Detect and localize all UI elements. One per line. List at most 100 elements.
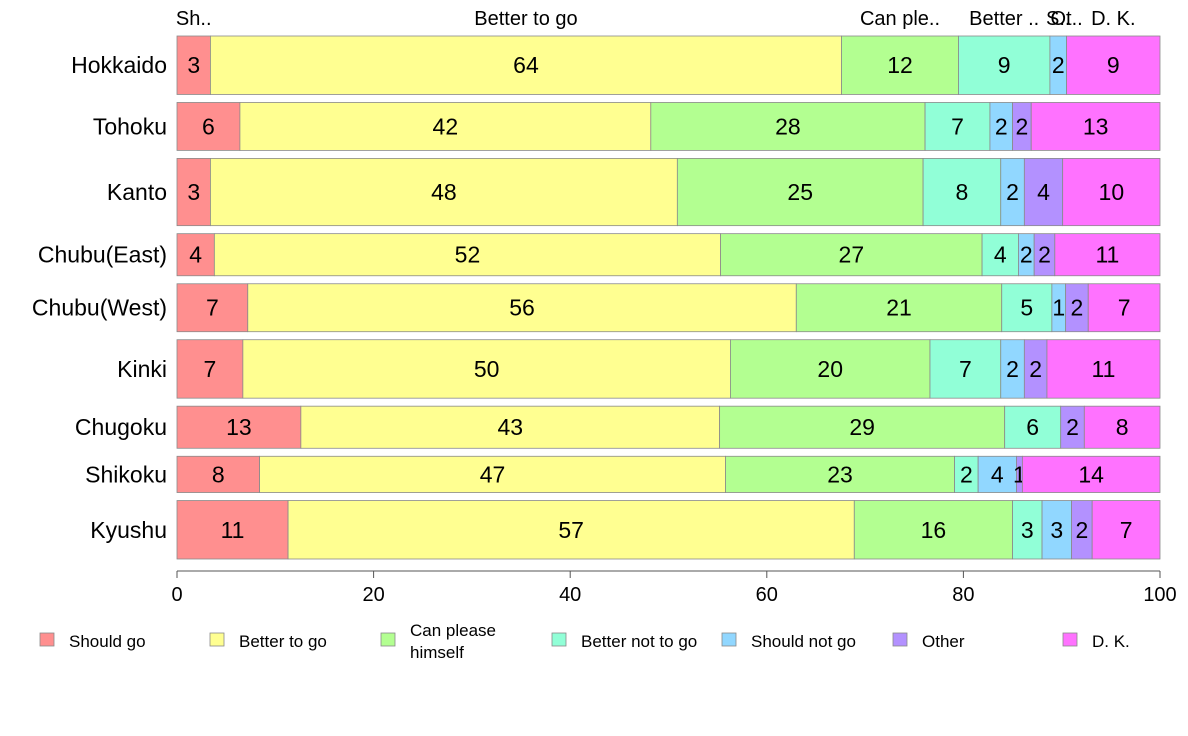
bar-row: 4 52 27 4 2 2 11 <box>176 233 1161 277</box>
legend-swatch <box>892 632 908 647</box>
top-series-label: Better to go <box>474 8 577 30</box>
category-label: Chubu(East) <box>38 242 167 268</box>
data-label: 64 <box>513 52 539 78</box>
bar-segment <box>1091 500 1161 560</box>
data-label: 2 <box>960 461 973 487</box>
data-label: 11 <box>1092 356 1116 382</box>
data-label: 8 <box>212 461 225 487</box>
bar-row: 11 57 16 3 3 2 7 <box>176 500 1161 560</box>
data-label: 2 <box>1052 52 1065 78</box>
x-tick-label: 20 <box>362 584 384 606</box>
legend-label-line2: himself <box>410 643 464 662</box>
bar-row: 8 47 23 2 4 1 14 <box>176 455 1161 493</box>
bar-row: 3 64 12 9 2 9 <box>176 35 1161 95</box>
bar-row: 3 48 25 8 2 4 10 <box>176 158 1161 227</box>
legend-item: D. K. <box>1062 632 1130 651</box>
data-label: 2 <box>1006 179 1019 205</box>
bar-segment <box>247 283 797 333</box>
bar-segment <box>719 405 1006 449</box>
bar-segment <box>176 339 244 399</box>
bar-segment <box>1066 35 1161 95</box>
data-label: 12 <box>887 52 913 78</box>
data-label: 16 <box>921 517 947 543</box>
data-label: 2 <box>1020 242 1033 268</box>
data-label: 10 <box>1099 179 1125 205</box>
data-label: 43 <box>497 414 523 440</box>
top-series-label: S.. <box>1046 8 1070 30</box>
data-label: 28 <box>775 113 801 139</box>
legend-label: Better to go <box>239 632 327 651</box>
legend: Should go Better to go Can please himself Be… <box>39 621 1130 662</box>
category-label: Kinki <box>117 356 167 382</box>
bar-segment <box>176 405 302 449</box>
bar-segment <box>300 405 721 449</box>
category-label: Tohoku <box>93 113 167 139</box>
legend-item: Should go <box>39 632 146 651</box>
data-label: 4 <box>1037 179 1050 205</box>
data-label: 2 <box>1071 295 1084 321</box>
bar-segment <box>922 158 1002 227</box>
bar-segment <box>1001 283 1053 333</box>
data-label: 3 <box>1021 517 1034 543</box>
data-label: 7 <box>1120 517 1133 543</box>
data-label: 13 <box>226 414 252 440</box>
data-label: 8 <box>1116 414 1129 440</box>
data-label: 20 <box>817 356 843 382</box>
category-label: Kanto <box>107 179 167 205</box>
bar-segment <box>981 233 1019 277</box>
legend-item: Should not go <box>721 632 856 651</box>
data-label: 4 <box>991 461 1004 487</box>
top-series-label: Ot.. <box>1050 8 1082 30</box>
top-series-label: Sh.. <box>176 8 212 30</box>
data-label: 27 <box>839 242 865 268</box>
data-label: 50 <box>474 356 500 382</box>
data-label: 25 <box>787 179 813 205</box>
x-tick-label: 100 <box>1143 584 1176 606</box>
bar-segment <box>259 455 726 493</box>
top-labels: Sh.. Better to go Can ple.. Better .. S..Ot.… <box>176 8 1136 30</box>
data-label: 4 <box>994 242 1007 268</box>
legend-item: Better not to go <box>551 632 697 651</box>
data-label: 2 <box>1029 356 1042 382</box>
bar-segment <box>287 500 855 560</box>
bar-segment <box>676 158 924 227</box>
legend-swatch <box>551 632 567 647</box>
bar-segment <box>176 233 215 277</box>
data-label: 2 <box>995 113 1008 139</box>
category-label: Hokkaido <box>71 52 167 78</box>
x-tick-label: 0 <box>171 584 182 606</box>
data-label: 3 <box>1050 517 1063 543</box>
top-series-label: Can ple.. <box>860 8 940 30</box>
bars: 3 64 12 9 2 96 42 28 7 2 2 133 48 25 8 2 4 104 52 27 4 2 2 117 5… <box>176 35 1161 560</box>
data-label: 5 <box>1020 295 1033 321</box>
data-label: 3 <box>187 179 200 205</box>
data-label: 6 <box>1026 414 1039 440</box>
data-label: 7 <box>204 356 217 382</box>
data-label: 13 <box>1083 113 1109 139</box>
bar-segment <box>1054 233 1161 277</box>
category-label: Chugoku <box>75 414 167 440</box>
data-label: 4 <box>189 242 202 268</box>
data-label: 9 <box>998 52 1011 78</box>
bar-segment <box>176 500 289 560</box>
data-label: 14 <box>1078 461 1104 487</box>
data-label: 47 <box>480 461 506 487</box>
legend-label: Should go <box>69 632 146 651</box>
category-labels: Hokkaido Tohoku Kanto Chubu(East) Chubu(West… <box>32 52 167 543</box>
data-label: 7 <box>1118 295 1131 321</box>
legend-label: Better not to go <box>581 632 697 651</box>
data-label: 9 <box>1107 52 1120 78</box>
bar-segment <box>1004 405 1062 449</box>
bar-row: 13 43 29 6 2 8 <box>176 405 1161 449</box>
data-label: 6 <box>202 113 215 139</box>
data-label: 21 <box>886 295 912 321</box>
bar-segment <box>1023 158 1064 227</box>
category-label: Chubu(West) <box>32 295 167 321</box>
data-label: 23 <box>827 461 853 487</box>
legend-swatch <box>39 632 55 647</box>
bar-segment <box>176 102 241 151</box>
data-label: 2 <box>1006 356 1019 382</box>
legend-label: Should not go <box>751 632 856 651</box>
bar-segment <box>213 233 721 277</box>
legend-item: Can please himself <box>380 621 496 662</box>
